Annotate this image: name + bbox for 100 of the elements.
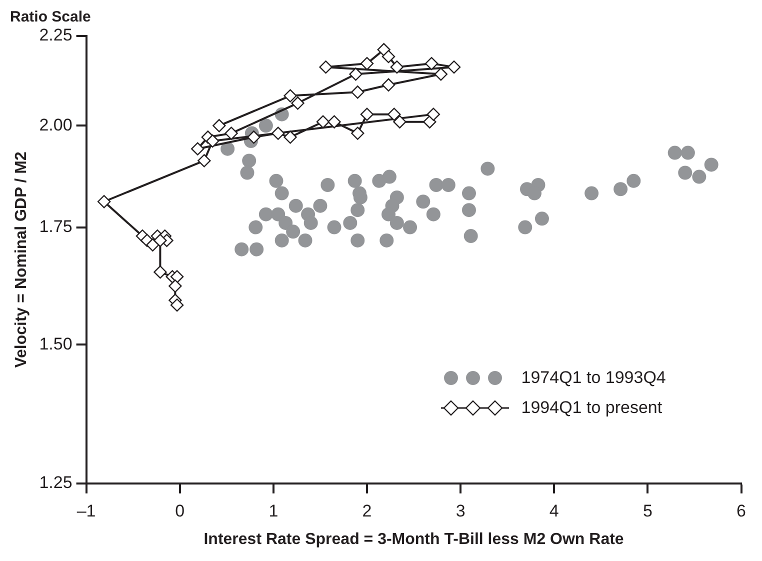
point bbox=[224, 126, 238, 140]
point bbox=[390, 60, 404, 74]
point bbox=[274, 233, 289, 248]
x-tick-label: 6 bbox=[736, 501, 746, 520]
point bbox=[534, 212, 549, 226]
point bbox=[242, 154, 256, 168]
point bbox=[424, 56, 438, 70]
point bbox=[258, 207, 273, 222]
point bbox=[480, 162, 495, 176]
point bbox=[462, 186, 476, 200]
point bbox=[584, 186, 599, 200]
point bbox=[349, 68, 362, 81]
y-tick-label: 2.00 bbox=[39, 115, 72, 134]
point bbox=[626, 174, 641, 188]
point bbox=[291, 96, 304, 110]
point bbox=[168, 279, 182, 293]
point bbox=[316, 115, 330, 128]
point bbox=[380, 233, 394, 248]
point bbox=[692, 170, 706, 184]
point bbox=[388, 108, 401, 121]
x-axis-title: Interest Rate Spread = 3-Month T-Bill less M2 Own Rate bbox=[204, 530, 624, 548]
point bbox=[269, 174, 284, 188]
point bbox=[278, 216, 293, 230]
legend-label: 1994Q1 to present bbox=[521, 398, 662, 418]
point bbox=[426, 108, 440, 121]
point bbox=[288, 198, 303, 213]
point bbox=[220, 142, 235, 156]
y-tick-label: 1.75 bbox=[39, 216, 72, 236]
point bbox=[247, 130, 260, 144]
point bbox=[272, 126, 285, 140]
point bbox=[248, 220, 263, 234]
point bbox=[212, 119, 226, 132]
point bbox=[206, 134, 220, 148]
y-tick-label: 2.25 bbox=[39, 26, 72, 45]
y-axis-title: Velocity = Nominal GDP / M2 bbox=[13, 151, 30, 368]
point bbox=[154, 265, 167, 279]
point bbox=[313, 198, 328, 213]
point bbox=[382, 207, 396, 222]
y-tick-label: 1.25 bbox=[39, 473, 72, 492]
point bbox=[382, 78, 396, 92]
point bbox=[393, 115, 406, 128]
point bbox=[97, 195, 111, 208]
point bbox=[416, 194, 430, 209]
point bbox=[350, 203, 365, 218]
point bbox=[146, 238, 160, 252]
point bbox=[668, 146, 682, 160]
point bbox=[614, 182, 628, 196]
point bbox=[360, 56, 374, 70]
text: Ratio Scale bbox=[10, 8, 91, 26]
point bbox=[343, 216, 358, 230]
point bbox=[319, 60, 332, 74]
point bbox=[426, 207, 440, 222]
point bbox=[234, 242, 249, 256]
point bbox=[298, 233, 312, 248]
x-tick-label: 1 bbox=[268, 501, 278, 520]
point bbox=[434, 68, 448, 81]
point bbox=[286, 224, 300, 239]
point bbox=[198, 154, 211, 168]
point bbox=[320, 178, 335, 192]
point bbox=[348, 174, 362, 188]
x-tick-label: 5 bbox=[642, 501, 652, 520]
point bbox=[351, 126, 364, 140]
point bbox=[447, 60, 461, 74]
point bbox=[462, 203, 476, 218]
point bbox=[170, 270, 184, 284]
point bbox=[271, 207, 286, 222]
x-tick-label: 4 bbox=[549, 501, 559, 520]
point bbox=[170, 298, 184, 312]
point bbox=[154, 234, 167, 248]
point bbox=[328, 115, 341, 128]
point bbox=[382, 50, 396, 64]
point bbox=[351, 86, 364, 99]
point bbox=[429, 178, 444, 192]
y-tick-label: 1.50 bbox=[39, 334, 72, 354]
legend-label: 1974Q1 to 1993Q4 bbox=[521, 368, 666, 388]
x-tick-label: 3 bbox=[456, 501, 466, 520]
point bbox=[350, 233, 365, 248]
x-tick-label: –1 bbox=[76, 501, 96, 520]
point bbox=[377, 43, 390, 56]
point bbox=[390, 216, 404, 230]
point bbox=[441, 178, 456, 192]
point bbox=[327, 220, 342, 234]
point bbox=[274, 186, 289, 200]
point bbox=[360, 108, 374, 121]
point bbox=[284, 89, 297, 102]
point bbox=[680, 146, 695, 160]
point bbox=[191, 142, 204, 156]
point bbox=[284, 130, 297, 144]
point bbox=[304, 216, 318, 230]
point bbox=[464, 229, 478, 244]
point bbox=[240, 166, 254, 180]
point bbox=[678, 166, 692, 180]
point bbox=[704, 158, 718, 172]
point bbox=[250, 242, 264, 256]
point bbox=[518, 220, 532, 234]
x-tick-label: 2 bbox=[362, 501, 372, 520]
point bbox=[258, 118, 273, 133]
x-tick-label: 0 bbox=[175, 501, 185, 520]
point bbox=[382, 170, 396, 184]
point bbox=[403, 220, 418, 234]
